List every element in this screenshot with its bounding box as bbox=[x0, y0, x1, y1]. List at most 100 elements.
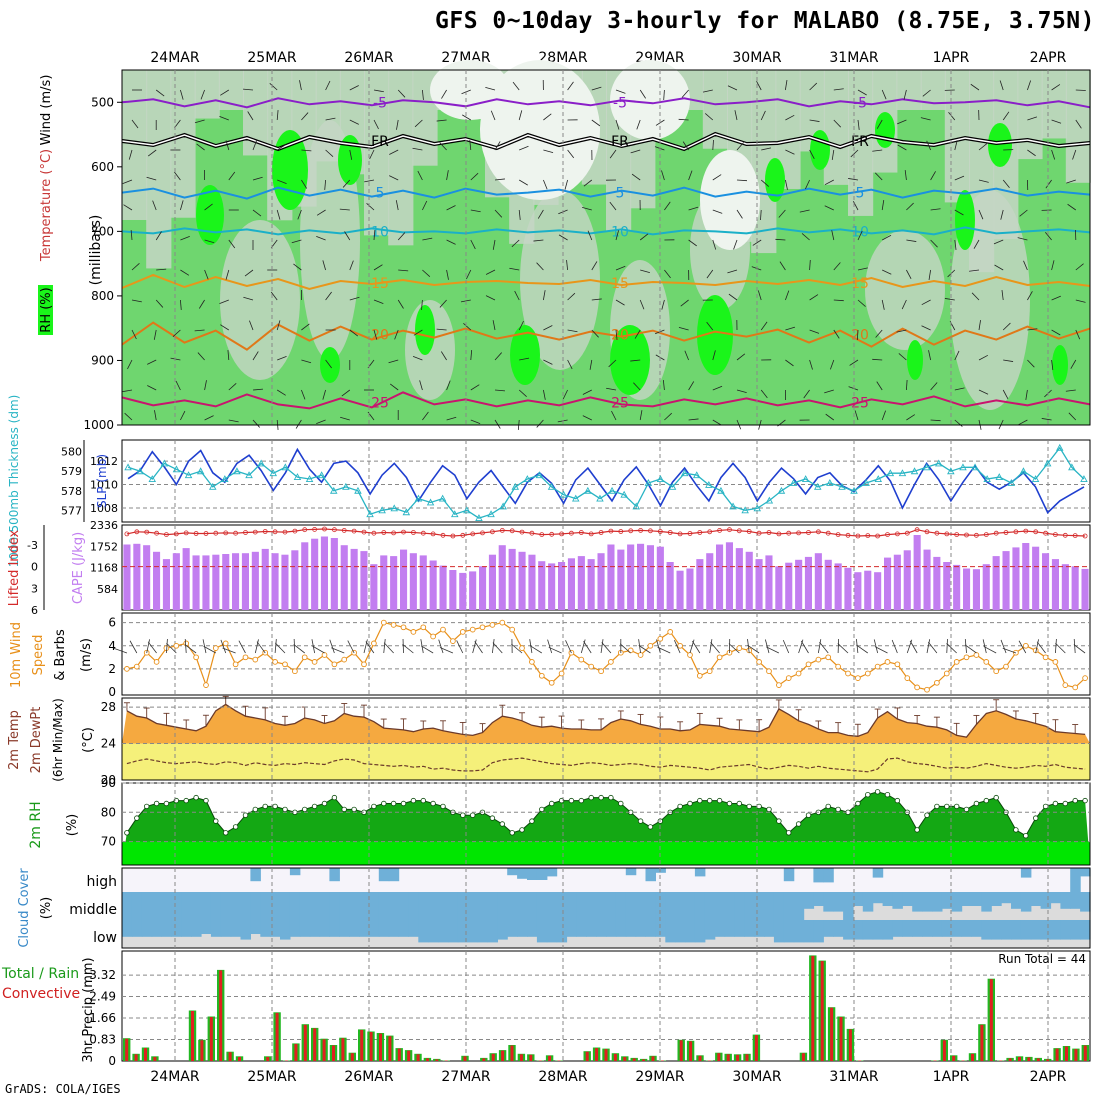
cloud-bar-low bbox=[349, 920, 360, 937]
cloud-bar-middle bbox=[615, 892, 627, 920]
wind-barb bbox=[543, 359, 553, 365]
rh2m-point bbox=[489, 815, 496, 821]
wind-barb bbox=[631, 173, 641, 181]
wind-speed-point bbox=[222, 640, 229, 647]
cloud-bar-low bbox=[457, 920, 469, 943]
slp-tick-label: 1008 bbox=[90, 502, 118, 515]
precip-convective-bar bbox=[294, 1043, 298, 1061]
wind-barb bbox=[809, 119, 820, 122]
rh2m-point bbox=[321, 800, 328, 807]
wind-barb bbox=[293, 644, 305, 654]
precip-convective-bar bbox=[707, 1060, 711, 1061]
lifted-index-point bbox=[944, 531, 950, 537]
wind-barb bbox=[921, 299, 931, 306]
cape-bar bbox=[528, 554, 536, 610]
wind-barb bbox=[494, 141, 501, 151]
wind-barb bbox=[946, 638, 948, 654]
precip-convective-bar bbox=[313, 1028, 317, 1061]
rh2m-point bbox=[203, 797, 209, 804]
rh2m-point bbox=[341, 806, 347, 813]
rh-moist-cell bbox=[1052, 345, 1068, 385]
cloud-bar-low bbox=[388, 920, 400, 937]
wind-barb bbox=[978, 389, 989, 395]
wind-barb bbox=[470, 209, 481, 213]
wind-barb bbox=[184, 639, 187, 654]
cloud-bar-low bbox=[675, 920, 686, 943]
cape-bar bbox=[449, 570, 457, 610]
cape-bar bbox=[637, 543, 645, 610]
wind-barb bbox=[301, 323, 310, 331]
cloud-bar-middle bbox=[349, 892, 360, 920]
wind-barb bbox=[252, 351, 259, 361]
wind-barb bbox=[1019, 209, 1028, 217]
rh2m-point bbox=[470, 812, 476, 818]
day-label-bottom: 1APR bbox=[933, 1069, 970, 1085]
thickness-point bbox=[1055, 443, 1064, 451]
wind-barb bbox=[395, 200, 399, 211]
wind-speed-point bbox=[390, 622, 397, 628]
wind-barb bbox=[833, 262, 841, 271]
wind-barb bbox=[470, 384, 480, 391]
lifted-index-point bbox=[322, 526, 327, 532]
wind-speed-point bbox=[440, 626, 446, 633]
wind-barb bbox=[295, 419, 302, 429]
cloud-bar-middle bbox=[793, 892, 805, 920]
wind-barb bbox=[608, 359, 617, 368]
lifted-index-point bbox=[173, 531, 179, 537]
wind-barb bbox=[1041, 418, 1052, 421]
wind-barb bbox=[397, 89, 406, 98]
temperature-line bbox=[126, 703, 1086, 738]
wind-barb bbox=[131, 263, 140, 271]
wind-barb bbox=[849, 359, 859, 366]
wind-barb bbox=[1051, 149, 1056, 160]
thickness-point bbox=[438, 494, 447, 502]
thickness-point bbox=[463, 506, 471, 514]
precip-convective-bar bbox=[632, 1058, 636, 1061]
cloud-bar-middle bbox=[299, 892, 311, 920]
wind-barb bbox=[734, 110, 738, 121]
wind-barb bbox=[760, 110, 766, 121]
wind-barb bbox=[809, 149, 815, 160]
cloud-bar-low bbox=[694, 920, 706, 943]
wind-barb bbox=[566, 260, 568, 271]
wind-barb bbox=[441, 89, 447, 99]
wind-barb bbox=[881, 410, 886, 421]
wind-barb bbox=[325, 80, 331, 91]
rh2m-point bbox=[302, 806, 308, 813]
cloud-bar-middle bbox=[645, 892, 656, 920]
cloud-bar-low bbox=[704, 920, 716, 940]
rh2m-point bbox=[400, 800, 407, 807]
wind-barb bbox=[543, 325, 553, 331]
wind-barb bbox=[1075, 89, 1086, 91]
rh2m-point bbox=[351, 806, 357, 813]
wind-speed-point bbox=[963, 654, 970, 661]
wind-barb bbox=[131, 329, 137, 340]
wind-speed-point bbox=[766, 668, 772, 675]
rh2m-point bbox=[855, 800, 861, 807]
wind-speed-point bbox=[321, 652, 328, 658]
day-label-top: 25MAR bbox=[247, 50, 296, 66]
wind-speed-point bbox=[943, 670, 950, 677]
cloud-bar-low bbox=[1050, 920, 1061, 940]
cloud-bar-low bbox=[912, 920, 923, 937]
rh-dry-patch bbox=[388, 70, 414, 246]
thickness-point bbox=[475, 514, 483, 522]
wind-barb bbox=[801, 233, 810, 241]
rh-moist-cell bbox=[955, 190, 975, 250]
cloud-bar-low bbox=[1080, 920, 1091, 940]
cape-bar bbox=[281, 554, 289, 610]
cloud-bar-middle bbox=[201, 892, 212, 920]
wind-barb bbox=[1017, 237, 1028, 241]
wind-speed-point bbox=[855, 675, 861, 681]
wind-barb bbox=[252, 209, 262, 217]
thickness-point bbox=[608, 486, 616, 494]
wind-barb bbox=[440, 351, 447, 361]
wind-barb bbox=[712, 385, 723, 391]
cloud-bar-low bbox=[487, 920, 498, 943]
cloud-bar-low bbox=[1020, 920, 1032, 940]
wind-barb bbox=[422, 411, 429, 421]
wind-speed-point bbox=[430, 633, 436, 640]
wind-barb bbox=[155, 89, 165, 97]
wind-barb bbox=[543, 389, 546, 400]
wind-barb bbox=[954, 209, 964, 216]
